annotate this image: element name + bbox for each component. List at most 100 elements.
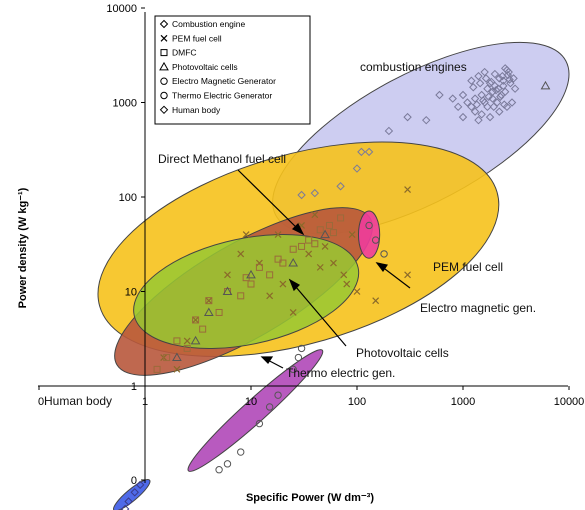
point-pem-fuel-cell [274, 231, 282, 239]
point-combustion-engine [422, 115, 431, 125]
point-dmfc [289, 245, 297, 253]
y-tick-label: 10 [125, 287, 137, 299]
point-pem-fuel-cell [316, 263, 324, 271]
point-combustion-engine [483, 84, 492, 93]
em-arrowhead [375, 262, 388, 273]
point-combustion-engine [336, 182, 345, 191]
point-combustion-engine [500, 87, 510, 96]
point-dmfc [153, 365, 161, 373]
point-dmfc [215, 308, 223, 316]
point-pem-fuel-cell [340, 271, 348, 279]
point-human-body [120, 504, 130, 510]
point-pem-fuel-cell [305, 250, 313, 258]
point-thermo-electric-generator [215, 466, 223, 474]
y-axis-label: Power density (W kg⁻¹) [17, 187, 29, 308]
legend-label: Thermo Electric Generator [172, 91, 272, 101]
point-pem-fuel-cell [404, 186, 411, 193]
point-dmfc [247, 280, 255, 288]
region-layer [97, 41, 570, 510]
annotation-dmfc: Direct Methanol fuel cell [158, 152, 286, 166]
point-combustion-engine [453, 102, 463, 112]
point-human-body [130, 488, 139, 497]
point-combustion-engine [478, 96, 488, 105]
point-combustion-engine [448, 94, 457, 103]
region-electro-magnetic [357, 210, 381, 259]
annotation-human-body: Human body [44, 394, 112, 408]
point-photovoltaic-cells [203, 307, 214, 316]
point-dmfc [337, 214, 345, 222]
point-photovoltaic-cells [222, 286, 233, 295]
legend-label: Human body [172, 105, 221, 115]
point-pem-fuel-cell [348, 231, 356, 239]
point-dmfc [266, 271, 274, 279]
legend: Combustion engine PEM fuel cell DMFC Photov… [154, 15, 311, 125]
x-tick-label: 10000 [554, 396, 585, 408]
region-thermo-electric [187, 349, 324, 472]
point-pem-fuel-cell [372, 297, 380, 305]
legend-marker [160, 77, 168, 85]
point-combustion-engine [488, 94, 497, 103]
annotation-arrows [237, 169, 411, 369]
point-combustion-engine [458, 90, 468, 100]
point-pem-fuel-cell [289, 309, 297, 316]
legend-marker [160, 91, 168, 100]
point-combustion-engine [494, 84, 503, 93]
x-tick-label: 100 [348, 396, 366, 408]
point-dmfc [199, 325, 207, 333]
point-combustion-engine [484, 92, 493, 101]
dmfc-arrowhead [291, 222, 305, 236]
point-combustion-engine [435, 90, 444, 100]
point-thermo-electric-generator [223, 460, 232, 468]
y-tick-label: 1000 [113, 98, 137, 110]
point-thermo-electric-generator [237, 448, 245, 456]
point-pem-fuel-cell [311, 211, 319, 219]
point-combustion-engine [505, 75, 514, 84]
point-dmfc [329, 229, 337, 237]
point-combustion-engine [403, 112, 412, 122]
point-combustion-engine [463, 98, 472, 107]
point-thermo-electric-generator [274, 391, 282, 399]
point-dmfc [298, 242, 306, 250]
point-combustion-engine [491, 85, 501, 95]
dmfc-arrow [237, 169, 304, 235]
point-combustion-engine [480, 98, 489, 107]
point-thermo-electric-generator [255, 419, 264, 428]
point-combustion-engine [502, 102, 512, 112]
point-combustion-engine [472, 100, 482, 109]
point-electro-magnetic-generator [380, 250, 388, 258]
point-pem-fuel-cell [183, 337, 191, 345]
point-pem-fuel-cell [173, 365, 181, 373]
x-tick-label: 0 [38, 396, 44, 408]
point-thermo-electric-generator [297, 344, 306, 353]
point-pem-fuel-cell [321, 242, 329, 250]
point-pem-fuel-cell [279, 280, 287, 288]
point-pem-fuel-cell [205, 297, 213, 305]
point-combustion-engine [495, 74, 504, 83]
point-combustion-engine [503, 70, 513, 80]
point-combustion-engine [500, 100, 509, 109]
y-tick-label: 100 [119, 192, 137, 204]
point-layer [120, 64, 551, 510]
legend-label: Combustion engine [172, 19, 246, 29]
point-combustion-engine [490, 69, 500, 79]
x-axis-label: Specific Power (W dm⁻³) [246, 492, 374, 504]
point-pem-fuel-cell [192, 316, 199, 324]
y-tick-label: 10000 [106, 3, 137, 15]
y-tick-label: 0 [131, 475, 137, 487]
point-combustion-engine [510, 84, 520, 93]
point-combustion-engine [297, 190, 306, 200]
point-combustion-engine [499, 81, 508, 91]
point-dmfc [183, 344, 191, 352]
point-dmfc [325, 221, 333, 229]
point-thermo-electric-generator [265, 403, 274, 411]
point-dmfc [163, 354, 171, 362]
point-combustion-engine [492, 98, 502, 107]
point-thermo-electric-generator [294, 353, 303, 362]
legend-marker [160, 34, 168, 42]
point-pem-fuel-cell [266, 292, 274, 300]
point-pem-fuel-cell [330, 259, 337, 267]
point-dmfc [274, 255, 282, 263]
point-pem-fuel-cell [237, 250, 245, 258]
